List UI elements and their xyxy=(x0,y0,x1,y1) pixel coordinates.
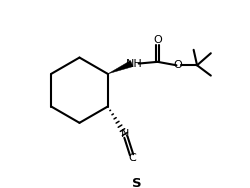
Polygon shape xyxy=(108,61,133,74)
Text: O: O xyxy=(173,60,182,70)
Text: O: O xyxy=(153,35,162,45)
Text: N: N xyxy=(121,129,129,139)
Text: NH: NH xyxy=(126,58,143,69)
Text: S: S xyxy=(132,177,142,188)
Text: C: C xyxy=(129,153,136,163)
